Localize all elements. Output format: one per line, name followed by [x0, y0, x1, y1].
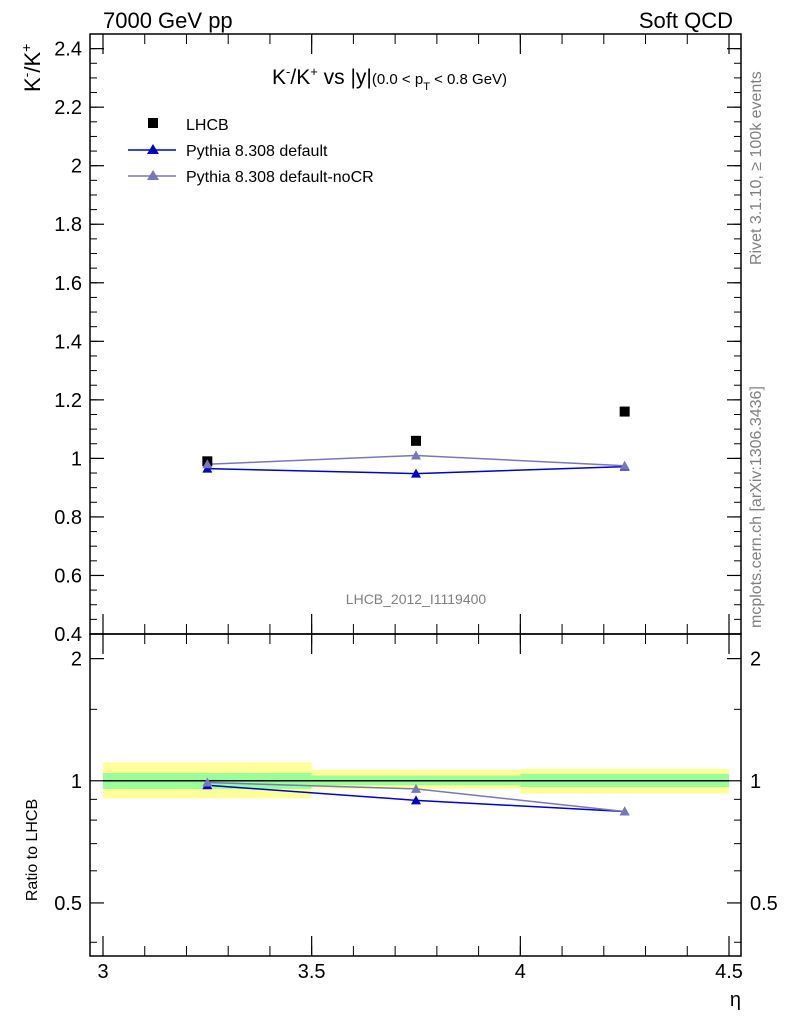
ratio-point	[411, 795, 421, 805]
main-ytick-label: 2.4	[54, 39, 82, 61]
ratio-plot-frame	[89, 633, 742, 957]
chart-title: K-/K+ vs |y|(0.0 < pT < 0.8 GeV)	[272, 64, 507, 93]
header-left: 7000 GeV pp	[103, 8, 233, 33]
axis-ticks	[90, 33, 741, 956]
legend-label-default: Pythia 8.308 default	[186, 143, 328, 160]
x-axis-label: η	[730, 989, 741, 1011]
main-ytick-label: 2.2	[54, 97, 82, 119]
legend: LHCB Pythia 8.308 default Pythia 8.308 d…	[128, 117, 374, 186]
ratio-ytick-label-right: 2	[750, 649, 761, 671]
data-point-lhcb	[619, 406, 630, 417]
main-ytick-label: 0.8	[54, 507, 82, 529]
ratio-ytick-label-right: 0.5	[750, 893, 778, 915]
main-ylabel: K-/K+	[18, 44, 45, 92]
xtick-label: 3.5	[298, 961, 326, 983]
tick-labels: 0.4 0.6 0.8 1 1.2 1.4 1.6 1.8 2 2.2 2.4 3 3.5 4 4.5 0.5…	[54, 39, 778, 983]
legend-marker-lhcb	[148, 118, 158, 128]
ratio-point	[619, 806, 630, 816]
legend-label-lhcb: LHCB	[186, 117, 229, 134]
xtick-label: 4.5	[715, 961, 743, 983]
xtick-label: 4	[515, 961, 526, 983]
legend-marker-default	[147, 144, 159, 154]
legend-marker-nocr	[147, 170, 159, 180]
rivet-info: Rivet 3.1.10, ≥ 100k events	[748, 71, 765, 265]
header-right: Soft QCD	[639, 8, 733, 33]
main-ytick-label: 1.2	[54, 390, 82, 412]
ratio-ytick-label-right: 1	[750, 771, 761, 793]
data-point-mc	[411, 468, 421, 478]
ratio-ylabel: Ratio to LHCB	[24, 799, 41, 901]
ratio-series	[202, 777, 630, 816]
ratio-ytick-label-left: 2	[71, 649, 82, 671]
data-point-mc	[619, 460, 630, 470]
ratio-point	[202, 777, 213, 787]
main-series	[202, 406, 630, 478]
main-ytick-label: 1.4	[54, 331, 82, 353]
legend-label-nocr: Pythia 8.308 default-noCR	[186, 169, 374, 186]
mcplots-info: mcplots.cern.ch [arXiv:1306.3436]	[748, 386, 765, 628]
xtick-label: 3	[97, 961, 108, 983]
uncertainty-bands	[103, 762, 729, 799]
main-ytick-label: 0.6	[54, 565, 82, 587]
ratio-ytick-label-left: 1	[71, 771, 82, 793]
main-ytick-label: 2	[71, 156, 82, 178]
analysis-id: LHCB_2012_I1119400	[346, 591, 487, 607]
main-ytick-label: 1	[71, 448, 82, 470]
main-ytick-label: 0.4	[54, 624, 82, 646]
data-point-mc	[411, 450, 421, 460]
ratio-point	[411, 783, 421, 793]
main-ytick-label: 1.8	[54, 214, 82, 236]
data-point-lhcb	[411, 435, 421, 446]
main-ytick-label: 1.6	[54, 273, 82, 295]
ratio-ytick-label-left: 0.5	[54, 893, 82, 915]
data-point-mc	[202, 459, 213, 469]
